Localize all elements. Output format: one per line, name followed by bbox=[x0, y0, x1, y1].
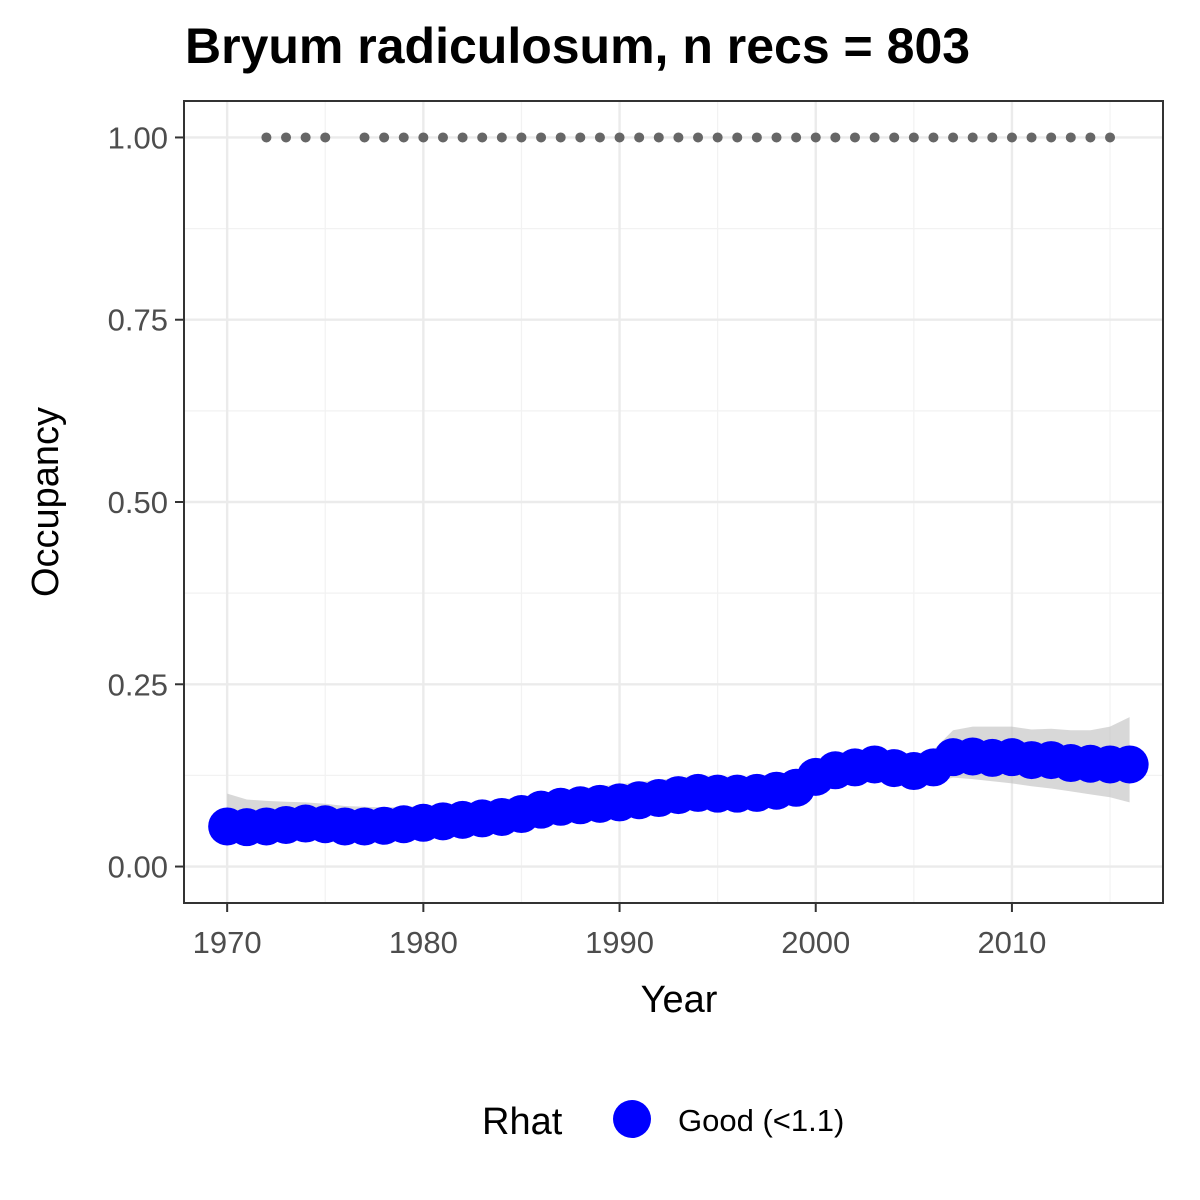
detection-point bbox=[398, 132, 409, 143]
detection-point bbox=[418, 132, 429, 143]
detection-point bbox=[869, 132, 880, 143]
x-tick-label: 2010 bbox=[977, 925, 1046, 960]
occupancy-point bbox=[1110, 745, 1149, 784]
detection-point bbox=[693, 132, 704, 143]
legend-label-good: Good (<1.1) bbox=[678, 1103, 844, 1138]
detection-point bbox=[516, 132, 527, 143]
detection-point bbox=[555, 132, 566, 143]
detection-point bbox=[830, 132, 841, 143]
detection-point bbox=[987, 132, 998, 143]
legend-title: Rhat bbox=[482, 1101, 563, 1143]
detection-point bbox=[908, 132, 919, 143]
detection-point bbox=[575, 132, 586, 143]
x-axis-title: Year bbox=[641, 979, 718, 1021]
x-tick-label: 1970 bbox=[193, 925, 262, 960]
detection-point bbox=[1006, 132, 1017, 143]
detection-point bbox=[437, 132, 448, 143]
detection-point bbox=[771, 132, 782, 143]
detection-point bbox=[379, 132, 390, 143]
detection-point bbox=[810, 132, 821, 143]
detection-point bbox=[281, 132, 292, 143]
detection-point bbox=[1105, 132, 1116, 143]
y-tick-label: 0.25 bbox=[108, 667, 168, 702]
detection-point bbox=[673, 132, 684, 143]
y-tick-label: 0.75 bbox=[108, 303, 168, 338]
detection-point bbox=[732, 132, 743, 143]
x-tick-label: 2000 bbox=[781, 925, 850, 960]
y-tick-label: 0.00 bbox=[108, 850, 168, 885]
y-tick-label: 1.00 bbox=[108, 120, 168, 155]
occupancy-series bbox=[208, 737, 1149, 847]
detection-point bbox=[261, 132, 272, 143]
legend-key-good bbox=[613, 1100, 651, 1138]
detection-point bbox=[928, 132, 939, 143]
detection-point bbox=[653, 132, 664, 143]
detection-point bbox=[1065, 132, 1076, 143]
x-tick-label: 1990 bbox=[585, 925, 654, 960]
y-axis-title: Occupancy bbox=[25, 407, 67, 597]
axis-ticks: 0.00 0.25 0.50 0.75 1.00 1970 1980 1990 2000 2010 bbox=[108, 120, 1047, 960]
detection-point bbox=[536, 132, 547, 143]
detection-point bbox=[496, 132, 507, 143]
x-tick-label: 1980 bbox=[389, 925, 458, 960]
detection-point bbox=[791, 132, 802, 143]
detection-point bbox=[849, 132, 860, 143]
detection-point bbox=[614, 132, 625, 143]
detection-point bbox=[300, 132, 311, 143]
legend: Rhat Good (<1.1) bbox=[482, 1100, 844, 1143]
y-tick-label: 0.50 bbox=[108, 485, 168, 520]
detection-point bbox=[889, 132, 900, 143]
detection-point bbox=[948, 132, 959, 143]
detection-point bbox=[967, 132, 978, 143]
detection-point bbox=[634, 132, 645, 143]
chart-title: Bryum radiculosum, n recs = 803 bbox=[185, 18, 970, 74]
detection-point bbox=[594, 132, 605, 143]
detection-point bbox=[320, 132, 331, 143]
detection-points bbox=[261, 132, 1116, 143]
detection-point bbox=[457, 132, 468, 143]
detection-point bbox=[477, 132, 488, 143]
detection-point bbox=[712, 132, 723, 143]
detection-point bbox=[359, 132, 370, 143]
detection-point bbox=[1026, 132, 1037, 143]
detection-point bbox=[1046, 132, 1057, 143]
detection-point bbox=[1085, 132, 1096, 143]
detection-point bbox=[751, 132, 762, 143]
